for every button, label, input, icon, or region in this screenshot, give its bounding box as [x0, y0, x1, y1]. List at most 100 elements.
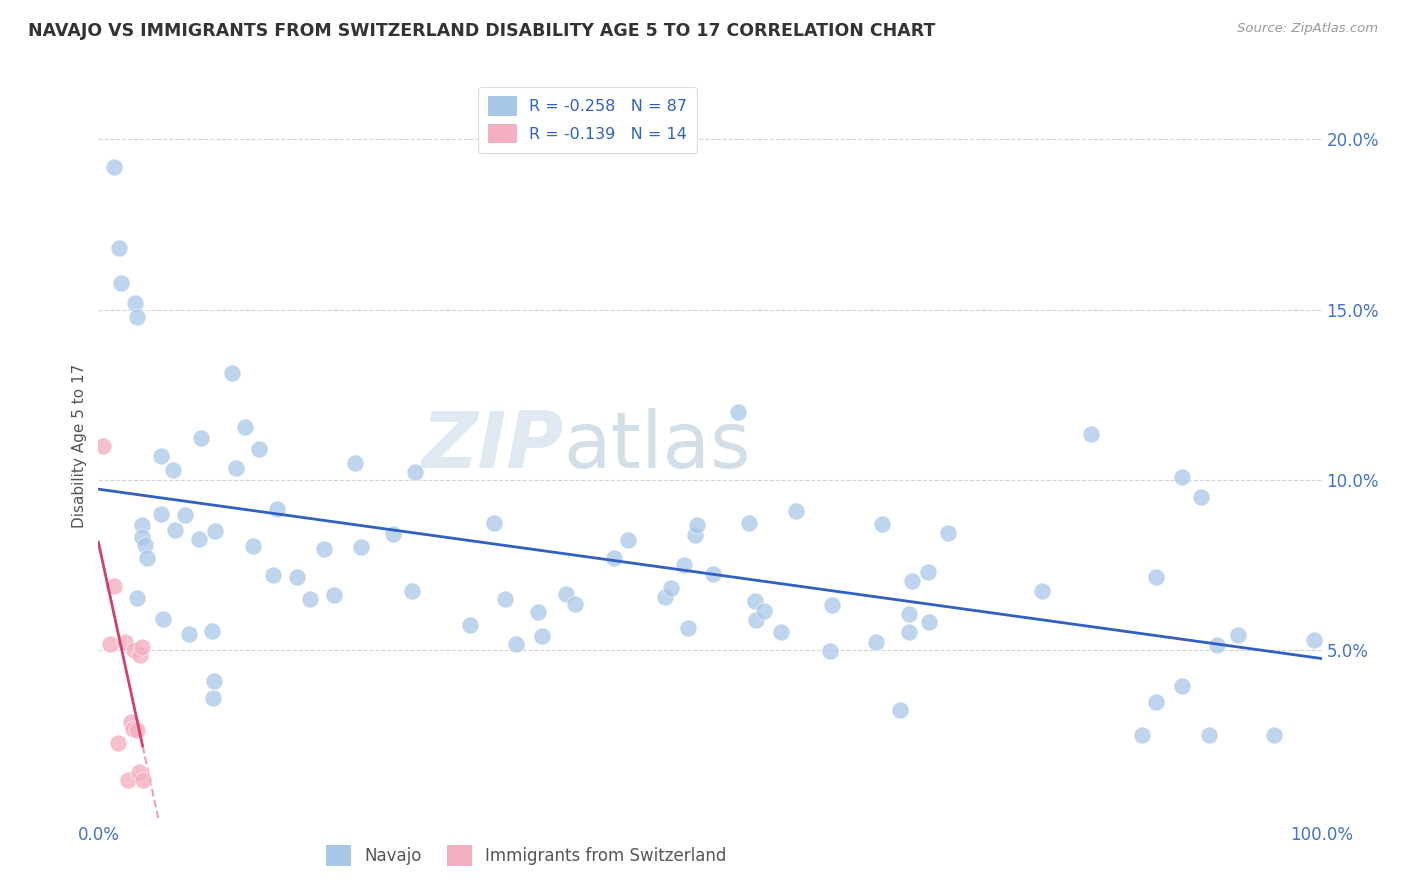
- Point: [242, 539, 264, 553]
- Point: [685, 528, 707, 542]
- Point: [202, 691, 225, 706]
- Point: [381, 527, 404, 541]
- Point: [865, 634, 887, 648]
- Point: [127, 310, 149, 324]
- Point: [114, 635, 136, 649]
- Point: [494, 592, 516, 607]
- Point: [134, 538, 156, 552]
- Point: [1198, 729, 1220, 743]
- Point: [343, 456, 366, 470]
- Point: [187, 532, 209, 546]
- Point: [98, 637, 121, 651]
- Point: [266, 502, 288, 516]
- Point: [744, 613, 766, 627]
- Point: [298, 592, 321, 607]
- Point: [530, 629, 553, 643]
- Point: [554, 587, 576, 601]
- Point: [350, 540, 373, 554]
- Point: [744, 594, 766, 608]
- Point: [727, 405, 749, 419]
- Point: [103, 579, 125, 593]
- Point: [752, 604, 775, 618]
- Point: [564, 597, 586, 611]
- Point: [285, 570, 308, 584]
- Point: [936, 526, 959, 541]
- Point: [673, 558, 696, 573]
- Point: [129, 648, 152, 663]
- Point: [1263, 729, 1285, 743]
- Point: [131, 530, 153, 544]
- Point: [1226, 628, 1249, 642]
- Point: [233, 420, 256, 434]
- Point: [1189, 490, 1212, 504]
- Point: [482, 516, 505, 530]
- Point: [323, 589, 346, 603]
- Point: [1171, 470, 1194, 484]
- Point: [1031, 584, 1053, 599]
- Point: [149, 507, 172, 521]
- Point: [202, 673, 225, 688]
- Point: [131, 640, 153, 654]
- Point: [131, 517, 153, 532]
- Point: [818, 643, 841, 657]
- Point: [1171, 679, 1194, 693]
- Point: [201, 624, 224, 639]
- Point: [897, 624, 920, 639]
- Point: [128, 764, 150, 779]
- Point: [312, 541, 335, 556]
- Point: [127, 723, 149, 737]
- Text: ZIP: ZIP: [420, 408, 564, 484]
- Point: [117, 772, 139, 787]
- Point: [659, 581, 682, 595]
- Point: [505, 637, 527, 651]
- Point: [1130, 729, 1153, 743]
- Point: [152, 612, 174, 626]
- Point: [686, 517, 709, 532]
- Point: [889, 703, 911, 717]
- Point: [401, 584, 423, 599]
- Point: [131, 772, 153, 787]
- Point: [898, 607, 921, 621]
- Point: [163, 523, 186, 537]
- Point: [136, 551, 159, 566]
- Point: [103, 160, 125, 174]
- Point: [204, 524, 226, 538]
- Point: [527, 605, 550, 619]
- Point: [917, 565, 939, 579]
- Point: [460, 618, 482, 632]
- Point: [785, 504, 807, 518]
- Point: [177, 626, 200, 640]
- Point: [901, 574, 924, 588]
- Point: [124, 296, 146, 310]
- Point: [107, 242, 129, 256]
- Point: [702, 567, 724, 582]
- Point: [120, 715, 142, 730]
- Point: [225, 461, 247, 475]
- Point: [769, 625, 792, 640]
- Point: [122, 723, 145, 737]
- Point: [603, 551, 626, 566]
- Point: [654, 590, 676, 604]
- Point: [162, 463, 184, 477]
- Text: NAVAJO VS IMMIGRANTS FROM SWITZERLAND DISABILITY AGE 5 TO 17 CORRELATION CHART: NAVAJO VS IMMIGRANTS FROM SWITZERLAND DI…: [28, 22, 935, 40]
- Point: [676, 621, 699, 635]
- Point: [173, 508, 195, 522]
- Point: [738, 516, 761, 531]
- Point: [820, 598, 842, 612]
- Legend: Navajo, Immigrants from Switzerland: Navajo, Immigrants from Switzerland: [319, 838, 734, 872]
- Point: [1302, 632, 1324, 647]
- Point: [404, 465, 426, 479]
- Point: [262, 568, 284, 582]
- Point: [1206, 638, 1229, 652]
- Text: atlas: atlas: [564, 408, 751, 484]
- Text: Source: ZipAtlas.com: Source: ZipAtlas.com: [1237, 22, 1378, 36]
- Point: [91, 439, 114, 453]
- Point: [149, 449, 172, 463]
- Point: [221, 366, 243, 380]
- Point: [1144, 570, 1167, 584]
- Point: [1080, 426, 1102, 441]
- Y-axis label: Disability Age 5 to 17: Disability Age 5 to 17: [72, 364, 87, 528]
- Point: [110, 276, 132, 290]
- Point: [122, 643, 145, 657]
- Point: [918, 615, 941, 630]
